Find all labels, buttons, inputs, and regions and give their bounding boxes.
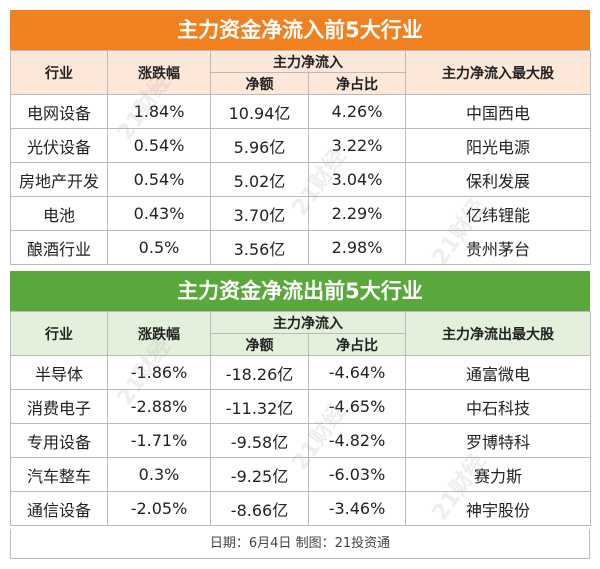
change-cell: 0.54%	[107, 128, 211, 163]
header-group: 主力净流入	[210, 311, 406, 334]
stock-cell: 通富微电	[405, 355, 591, 390]
change-cell: 0.3%	[107, 457, 211, 492]
stock-cell: 贵州茅台	[405, 230, 591, 265]
outflow-table: 行业 涨跌幅 主力净流入 主力净流出最大股 净额 净占比 半导体 -1.86% …	[10, 311, 591, 526]
ratio-cell: -3.46%	[308, 491, 406, 526]
header-group: 主力净流入	[210, 50, 406, 73]
header-industry: 行业	[10, 311, 108, 356]
header-net: 净额	[210, 333, 309, 356]
header-industry: 行业	[10, 50, 108, 95]
stock-cell: 赛力斯	[405, 457, 591, 492]
net-cell: -9.25亿	[210, 457, 309, 492]
ratio-cell: 3.04%	[308, 162, 406, 197]
change-cell: -1.71%	[107, 423, 211, 458]
stock-cell: 保利发展	[405, 162, 591, 197]
stock-cell: 罗博特科	[405, 423, 591, 458]
inflow-table: 行业 涨跌幅 主力净流入 主力净流入最大股 净额 净占比 电网设备 1.84% …	[10, 50, 591, 265]
net-cell: 3.56亿	[210, 230, 309, 265]
stock-cell: 中石科技	[405, 389, 591, 424]
header-ratio: 净占比	[308, 72, 406, 95]
table-row: 电网设备 1.84% 10.94亿 4.26% 中国西电	[10, 94, 591, 129]
table-row: 通信设备 -2.05% -8.66亿 -3.46% 神宇股份	[10, 491, 591, 526]
change-cell: 0.43%	[107, 196, 211, 231]
change-cell: 0.5%	[107, 230, 211, 265]
net-cell: -8.66亿	[210, 491, 309, 526]
change-cell: 1.84%	[107, 94, 211, 129]
ratio-cell: -4.82%	[308, 423, 406, 458]
table-row: 电池 0.43% 3.70亿 2.29% 亿纬锂能	[10, 196, 591, 231]
ratio-cell: 4.26%	[308, 94, 406, 129]
table-row: 汽车整车 0.3% -9.25亿 -6.03% 赛力斯	[10, 457, 591, 492]
industry-cell: 光伏设备	[10, 128, 108, 163]
industry-cell: 半导体	[10, 355, 108, 390]
stock-cell: 中国西电	[405, 94, 591, 129]
industry-cell: 汽车整车	[10, 457, 108, 492]
header-change: 涨跌幅	[107, 50, 211, 95]
ratio-cell: 3.22%	[308, 128, 406, 163]
header-change: 涨跌幅	[107, 311, 211, 356]
table-row: 房地产开发 0.54% 5.02亿 3.04% 保利发展	[10, 162, 591, 197]
change-cell: 0.54%	[107, 162, 211, 197]
header-net: 净额	[210, 72, 309, 95]
ratio-cell: 2.98%	[308, 230, 406, 265]
industry-cell: 消费电子	[10, 389, 108, 424]
ratio-cell: 2.29%	[308, 196, 406, 231]
industry-cell: 专用设备	[10, 423, 108, 458]
industry-cell: 电网设备	[10, 94, 108, 129]
header-ratio: 净占比	[308, 333, 406, 356]
net-cell: 3.70亿	[210, 196, 309, 231]
footer-credit: 日期：6月4日 制图：21投资通	[10, 529, 590, 559]
table-row: 消费电子 -2.88% -11.32亿 -4.65% 中石科技	[10, 389, 591, 424]
ratio-cell: -6.03%	[308, 457, 406, 492]
change-cell: -1.86%	[107, 355, 211, 390]
stock-cell: 神宇股份	[405, 491, 591, 526]
industry-cell: 酿酒行业	[10, 230, 108, 265]
stock-cell: 阳光电源	[405, 128, 591, 163]
net-cell: -9.58亿	[210, 423, 309, 458]
table-row: 专用设备 -1.71% -9.58亿 -4.82% 罗博特科	[10, 423, 591, 458]
industry-cell: 电池	[10, 196, 108, 231]
net-cell: -18.26亿	[210, 355, 309, 390]
stock-cell: 亿纬锂能	[405, 196, 591, 231]
industry-cell: 通信设备	[10, 491, 108, 526]
table-row: 光伏设备 0.54% 5.96亿 3.22% 阳光电源	[10, 128, 591, 163]
change-cell: -2.88%	[107, 389, 211, 424]
header-top-stock: 主力净流出最大股	[405, 311, 591, 356]
outflow-title: 主力资金净流出前5大行业	[10, 271, 590, 311]
industry-cell: 房地产开发	[10, 162, 108, 197]
table-row: 半导体 -1.86% -18.26亿 -4.64% 通富微电	[10, 355, 591, 390]
table-row: 酿酒行业 0.5% 3.56亿 2.98% 贵州茅台	[10, 230, 591, 265]
change-cell: -2.05%	[107, 491, 211, 526]
net-cell: 5.96亿	[210, 128, 309, 163]
ratio-cell: -4.64%	[308, 355, 406, 390]
inflow-title: 主力资金净流入前5大行业	[10, 10, 590, 50]
net-cell: -11.32亿	[210, 389, 309, 424]
header-top-stock: 主力净流入最大股	[405, 50, 591, 95]
net-cell: 10.94亿	[210, 94, 309, 129]
net-cell: 5.02亿	[210, 162, 309, 197]
ratio-cell: -4.65%	[308, 389, 406, 424]
